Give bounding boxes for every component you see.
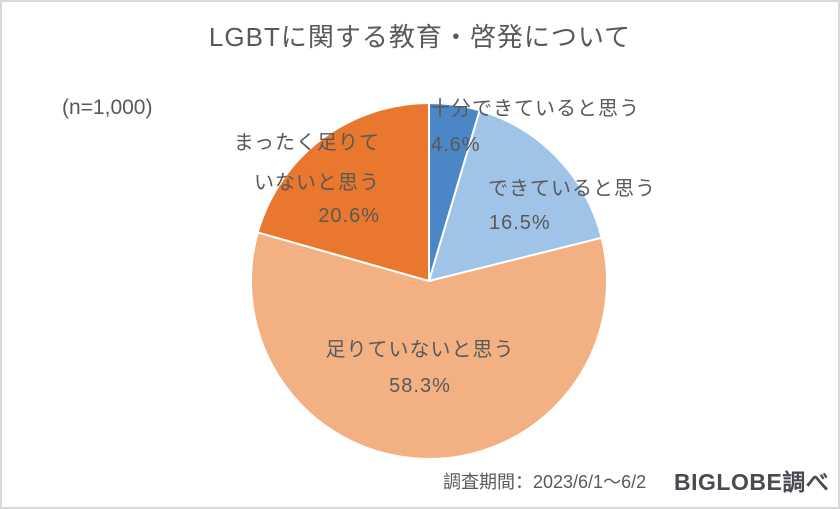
slice-label-insufficient: 足りていないと思う [325,339,515,361]
slice-label-sufficient: 十分できていると思う [430,98,640,120]
slice-value-not-at-all: 20.6% [318,205,380,227]
pie-slice-2 [250,231,608,460]
chart-title: LGBTに関する教育・啓発について [208,22,632,52]
slice-value-insufficient: 58.3% [389,375,451,397]
pie-slice-1 [428,109,603,282]
source-label: BIGLOBE調べ [674,469,830,495]
slice-value-done: 16.5% [489,212,551,234]
slice-value-sufficient: 4.6% [431,134,481,156]
slice-label-done: できていると思う [488,178,656,200]
survey-period-label: 調査期間：2023/6/1～6/2 [443,472,647,492]
slice-label-not-at-all: まったく足りて いないと思う [233,132,380,194]
sample-size-label: (n=1,000) [62,96,153,119]
pie-slice-3 [256,102,430,282]
